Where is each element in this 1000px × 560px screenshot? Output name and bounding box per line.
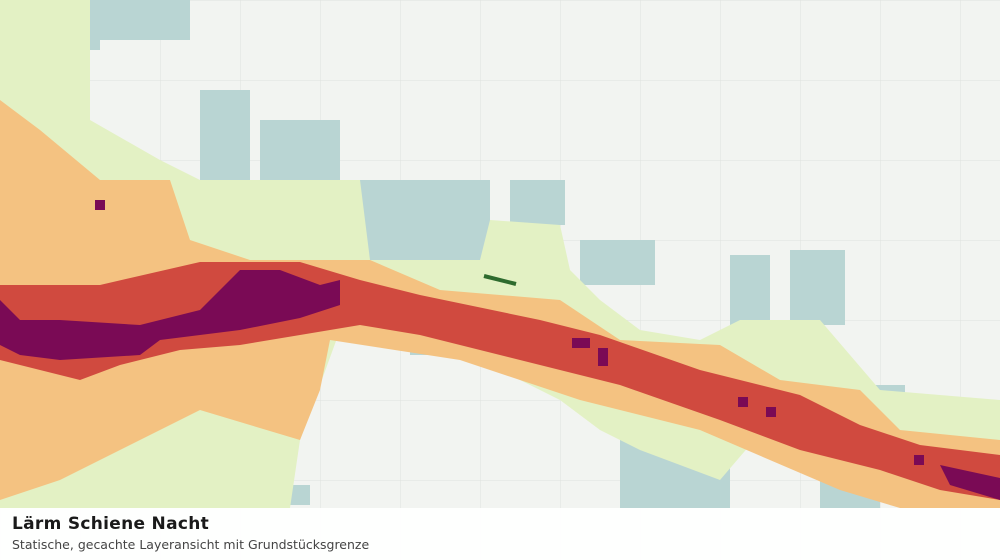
subtitle: Statische, gecachte Layeransicht mit Gru… <box>12 537 370 552</box>
noise-zone-very-high <box>0 270 340 360</box>
noise-spots <box>95 200 924 465</box>
caption-panel: Lärm Schiene Nacht Statische, gecachte L… <box>0 508 1000 560</box>
title: Lärm Schiene Nacht <box>12 514 210 534</box>
parcel-boundary <box>483 274 517 286</box>
noise-zone-very-high <box>940 465 1000 500</box>
